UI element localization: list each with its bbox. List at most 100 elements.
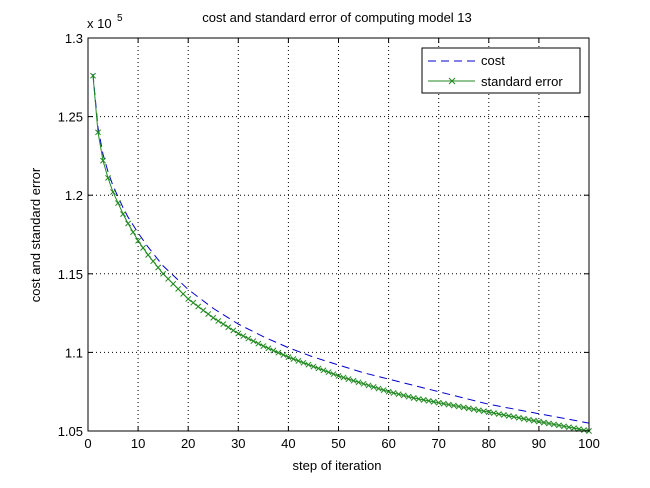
data-point-marker bbox=[355, 379, 362, 386]
x-tick-label: 50 bbox=[331, 436, 345, 451]
x-tick-label: 0 bbox=[84, 436, 91, 451]
data-point-marker bbox=[555, 422, 562, 429]
data-point-marker bbox=[140, 244, 147, 251]
y-tick-label: 1.25 bbox=[58, 110, 83, 125]
data-point-marker bbox=[245, 335, 252, 342]
legend-marker-standard-error bbox=[448, 77, 456, 85]
data-point-marker bbox=[265, 345, 272, 352]
data-point-marker bbox=[520, 415, 527, 422]
x-tick-label: 10 bbox=[131, 436, 145, 451]
data-point-marker bbox=[260, 343, 267, 350]
data-point-marker bbox=[150, 258, 157, 265]
data-point-marker bbox=[270, 347, 277, 354]
data-point-marker bbox=[155, 264, 162, 271]
data-point-marker bbox=[515, 414, 522, 421]
data-point-marker bbox=[255, 340, 262, 347]
data-point-marker bbox=[145, 251, 152, 258]
data-point-marker bbox=[370, 384, 377, 390]
data-point-marker bbox=[445, 401, 452, 408]
data-point-marker bbox=[340, 374, 347, 381]
y-tick-label: 1.05 bbox=[58, 424, 83, 439]
data-point-marker bbox=[380, 387, 387, 394]
data-point-marker bbox=[310, 363, 317, 370]
x-tick-label: 30 bbox=[231, 436, 245, 451]
data-point-marker bbox=[455, 403, 462, 410]
data-point-marker bbox=[240, 333, 247, 340]
data-point-marker bbox=[581, 427, 587, 434]
data-point-marker bbox=[410, 395, 417, 401]
data-point-marker bbox=[105, 174, 111, 181]
data-point-marker bbox=[400, 392, 407, 399]
data-point-marker bbox=[90, 72, 96, 79]
axis-ticks: 0 10 20 30 40 50 60 70 80 90 100 1.05 1.1 1.15 1.2 1.25… bbox=[58, 31, 600, 451]
y-tick-label: 1.15 bbox=[58, 267, 83, 282]
y-axis-label: cost and standard error bbox=[28, 167, 43, 302]
grid-lines bbox=[88, 38, 589, 431]
data-point-marker bbox=[125, 220, 132, 227]
data-point-marker bbox=[495, 411, 502, 417]
data-point-marker bbox=[560, 423, 567, 430]
data-point-marker bbox=[320, 367, 327, 374]
x-tick-label: 60 bbox=[381, 436, 395, 451]
data-point-marker bbox=[365, 382, 372, 389]
x-axis-label: step of iteration bbox=[293, 458, 382, 473]
data-point-marker bbox=[375, 385, 382, 392]
data-point-marker bbox=[530, 417, 537, 424]
data-point-marker bbox=[430, 398, 437, 405]
data-point-marker bbox=[415, 395, 422, 402]
x-tick-label: 40 bbox=[281, 436, 295, 451]
data-point-marker bbox=[250, 338, 257, 345]
y-tick-label: 1.3 bbox=[65, 31, 83, 46]
x-tick-label: 90 bbox=[532, 436, 546, 451]
data-point-marker bbox=[345, 376, 352, 383]
data-point-marker bbox=[480, 408, 487, 415]
data-point-marker bbox=[160, 270, 167, 277]
data-point-marker bbox=[180, 290, 187, 297]
data-point-marker bbox=[300, 359, 307, 366]
data-point-marker bbox=[475, 407, 482, 414]
data-point-marker bbox=[525, 416, 532, 423]
data-point-marker bbox=[440, 400, 447, 407]
x-tick-label: 70 bbox=[431, 436, 445, 451]
series-layer bbox=[90, 72, 592, 434]
data-point-marker bbox=[275, 349, 282, 356]
data-point-marker bbox=[280, 351, 287, 358]
data-point-marker bbox=[205, 311, 212, 317]
legend-label-standard-error: standard error bbox=[481, 74, 563, 89]
data-point-marker bbox=[290, 356, 297, 362]
data-point-marker bbox=[465, 405, 472, 412]
data-point-marker bbox=[325, 369, 332, 376]
data-point-marker bbox=[510, 413, 517, 420]
data-point-marker bbox=[350, 377, 357, 384]
y-tick-label: 1.2 bbox=[65, 188, 83, 203]
data-point-marker bbox=[215, 318, 222, 324]
data-point-marker bbox=[360, 380, 367, 387]
x-tick-label: 80 bbox=[482, 436, 496, 451]
data-point-marker bbox=[571, 425, 577, 432]
data-point-marker bbox=[200, 307, 207, 314]
x-tick-label: 20 bbox=[181, 436, 195, 451]
data-point-marker bbox=[566, 424, 572, 431]
y-exponent-label: x 10 bbox=[87, 16, 112, 31]
data-point-marker bbox=[395, 391, 402, 398]
data-point-marker bbox=[95, 129, 101, 136]
data-point-marker bbox=[305, 361, 312, 368]
y-exponent-power: 5 bbox=[117, 13, 123, 24]
legend-box bbox=[421, 47, 581, 94]
series-line-cost bbox=[92, 74, 590, 424]
data-point-marker bbox=[210, 314, 217, 321]
data-point-marker bbox=[100, 157, 106, 164]
data-point-marker bbox=[500, 412, 507, 418]
data-point-marker bbox=[165, 275, 172, 282]
y-tick-label: 1.1 bbox=[65, 345, 83, 360]
data-point-marker bbox=[420, 396, 427, 403]
data-point-marker bbox=[330, 371, 337, 378]
data-point-marker bbox=[185, 295, 192, 302]
data-point-marker bbox=[485, 409, 492, 416]
data-point-marker bbox=[435, 399, 442, 406]
data-point-marker bbox=[535, 418, 542, 425]
data-point-marker bbox=[175, 285, 182, 292]
data-point-marker bbox=[335, 373, 342, 379]
chart-title: cost and standard error of computing mod… bbox=[202, 10, 472, 25]
